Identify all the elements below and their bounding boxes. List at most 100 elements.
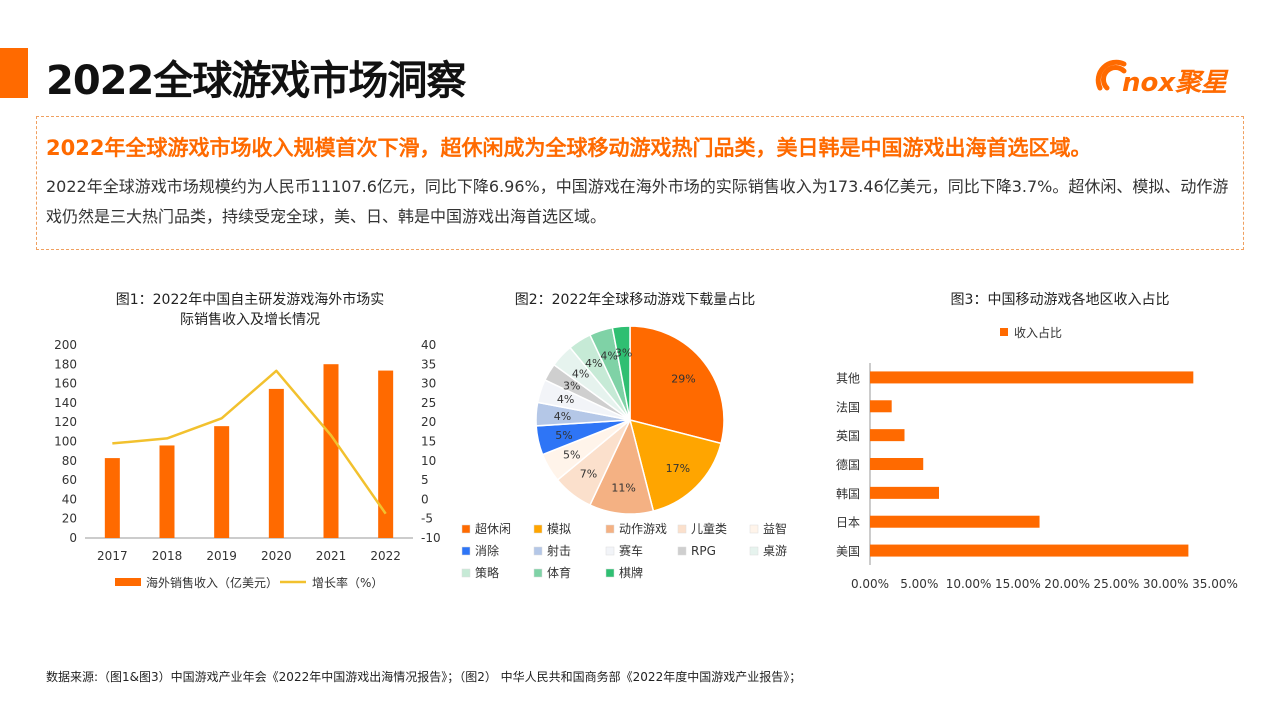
chart3-title: 图3：中国移动游戏各地区收入占比 bbox=[950, 292, 1170, 308]
left-y-tick-label: 120 bbox=[54, 415, 77, 429]
x-tick-label: 2019 bbox=[206, 549, 237, 563]
pie-slice bbox=[611, 325, 631, 421]
right-y-tick-label: -5 bbox=[421, 512, 433, 526]
pie-slice-label: 3% bbox=[563, 380, 580, 393]
legend-swatch bbox=[749, 524, 759, 534]
pie-slice bbox=[628, 418, 722, 512]
left-y-tick-label: 80 bbox=[62, 454, 77, 468]
pie-slice-label: 4% bbox=[572, 368, 589, 381]
legend-swatch-share bbox=[1000, 328, 1008, 336]
left-y-tick-label: 100 bbox=[54, 435, 77, 449]
legend-label: 体育 bbox=[547, 565, 571, 580]
x-tick-label: 5.00% bbox=[900, 577, 938, 591]
legend-label: RPG bbox=[691, 544, 716, 558]
pie-slice bbox=[629, 325, 725, 445]
page-title: 2022全球游戏市场洞察 bbox=[46, 58, 466, 104]
right-y-tick-label: 10 bbox=[421, 454, 436, 468]
pie-slice-label: 5% bbox=[563, 448, 580, 461]
y-tick-label: 韩国 bbox=[836, 486, 860, 501]
x-tick-label: 0.00% bbox=[851, 577, 889, 591]
bar-overseas-revenue bbox=[268, 388, 284, 538]
legend-swatch bbox=[605, 568, 615, 578]
chart1-combo: 2001801601401201008060402004035302520151… bbox=[54, 338, 441, 590]
left-y-tick-label: 40 bbox=[62, 492, 77, 506]
legend-label: 赛车 bbox=[619, 543, 643, 558]
summary-headline: 2022年全球游戏市场收入规模首次下滑，超休闲成为全球移动游戏热门品类，美日韩是… bbox=[46, 136, 1092, 160]
legend-swatch bbox=[677, 546, 687, 556]
left-y-tick-label: 180 bbox=[54, 357, 77, 371]
pie-slice-label: 3% bbox=[615, 347, 632, 360]
summary-body: 2022年全球游戏市场规模约为人民币11107.6亿元，同比下降6.96%，中国… bbox=[46, 177, 1229, 226]
x-tick-label: 2018 bbox=[152, 549, 183, 563]
legend-label: 益智 bbox=[763, 521, 787, 536]
x-tick-label: 2017 bbox=[97, 549, 128, 563]
right-y-tick-label: 35 bbox=[421, 357, 436, 371]
left-y-tick-label: 20 bbox=[62, 512, 77, 526]
left-y-tick-label: 0 bbox=[69, 531, 77, 545]
pie-slice bbox=[588, 417, 655, 515]
legend-label-growth: 增长率（%） bbox=[312, 575, 383, 590]
y-tick-label: 法国 bbox=[836, 400, 860, 414]
chart2-pie: 29%17%11%7%5%5%4%4%3%4%4%4%3%超休闲 模拟 动作游戏 儿童… bbox=[461, 325, 787, 580]
brand-logo: nox聚星 bbox=[1094, 54, 1244, 102]
legend-swatch bbox=[677, 524, 687, 534]
legend-swatch bbox=[605, 524, 615, 534]
legend-swatch bbox=[533, 524, 543, 534]
y-tick-label: 美国 bbox=[836, 545, 860, 559]
x-tick-label: 25.00% bbox=[1094, 577, 1140, 591]
chart1-title: 图1：2022年中国自主研发游戏海外市场实 际销售收入及增长情况 bbox=[70, 290, 430, 330]
x-tick-label: 10.00% bbox=[946, 577, 992, 591]
legend-swatch bbox=[461, 546, 471, 556]
x-tick-label: 2020 bbox=[261, 549, 292, 563]
legend-swatch bbox=[749, 546, 759, 556]
bar-region-share bbox=[870, 458, 924, 470]
pie-slice-label: 11% bbox=[611, 481, 635, 494]
right-y-tick-label: -10 bbox=[421, 531, 441, 545]
chart1-title-line1: 图1：2022年中国自主研发游戏海外市场实 bbox=[115, 292, 385, 308]
bar-region-share bbox=[870, 371, 1194, 384]
right-y-tick-label: 40 bbox=[421, 338, 436, 352]
x-tick-label: 2022 bbox=[370, 549, 401, 563]
right-y-tick-label: 5 bbox=[421, 473, 429, 487]
y-tick-label: 日本 bbox=[836, 516, 860, 530]
bar-overseas-revenue bbox=[323, 364, 339, 538]
legend-label: 棋牌 bbox=[619, 566, 643, 580]
bar-region-share bbox=[870, 429, 905, 442]
source-footnote: 数据来源:（图1&图3）中国游戏产业年会《2022年中国游戏出海情况报告》；（图… bbox=[46, 670, 802, 684]
bar-region-share bbox=[870, 400, 892, 413]
legend-label: 超休闲 bbox=[475, 521, 511, 536]
legend-swatch bbox=[461, 568, 471, 578]
chart2-title: 图2：2022年全球移动游戏下载量占比 bbox=[514, 292, 756, 308]
bar-overseas-revenue bbox=[214, 426, 230, 538]
pie-slice-label: 4% bbox=[554, 410, 571, 423]
y-tick-label: 德国 bbox=[836, 457, 860, 472]
bar-overseas-revenue bbox=[159, 445, 175, 538]
left-y-tick-label: 60 bbox=[62, 473, 77, 487]
right-y-tick-label: 30 bbox=[421, 377, 436, 391]
summary-box bbox=[36, 116, 1244, 250]
legend-label-share: 收入占比 bbox=[1014, 325, 1062, 340]
x-tick-label: 15.00% bbox=[995, 577, 1041, 591]
legend-swatch bbox=[533, 546, 543, 556]
legend-swatch bbox=[605, 546, 615, 556]
legend-label: 消除 bbox=[475, 543, 499, 558]
legend-label-revenue: 海外销售收入（亿美元） bbox=[146, 575, 278, 590]
pie-slice-label: 7% bbox=[580, 467, 597, 480]
chart1-title-line2: 际销售收入及增长情况 bbox=[180, 312, 320, 328]
signal-icon bbox=[1095, 59, 1127, 91]
pie-slice-label: 17% bbox=[666, 462, 690, 475]
legend-label: 射击 bbox=[547, 543, 571, 558]
pie-slice-label: 4% bbox=[585, 357, 602, 370]
legend-swatch bbox=[461, 524, 471, 534]
pie-slice-label: 29% bbox=[671, 373, 695, 386]
pie-slice-label: 4% bbox=[600, 350, 617, 363]
bar-region-share bbox=[870, 515, 1040, 528]
line-growth-rate bbox=[112, 369, 387, 515]
title-accent-bar bbox=[0, 48, 28, 98]
bar-region-share bbox=[870, 544, 1189, 557]
bar-overseas-revenue bbox=[104, 458, 120, 538]
pie-slice-label: 5% bbox=[555, 429, 572, 442]
x-tick-label: 2021 bbox=[316, 549, 347, 563]
x-tick-label: 35.00% bbox=[1192, 577, 1238, 591]
